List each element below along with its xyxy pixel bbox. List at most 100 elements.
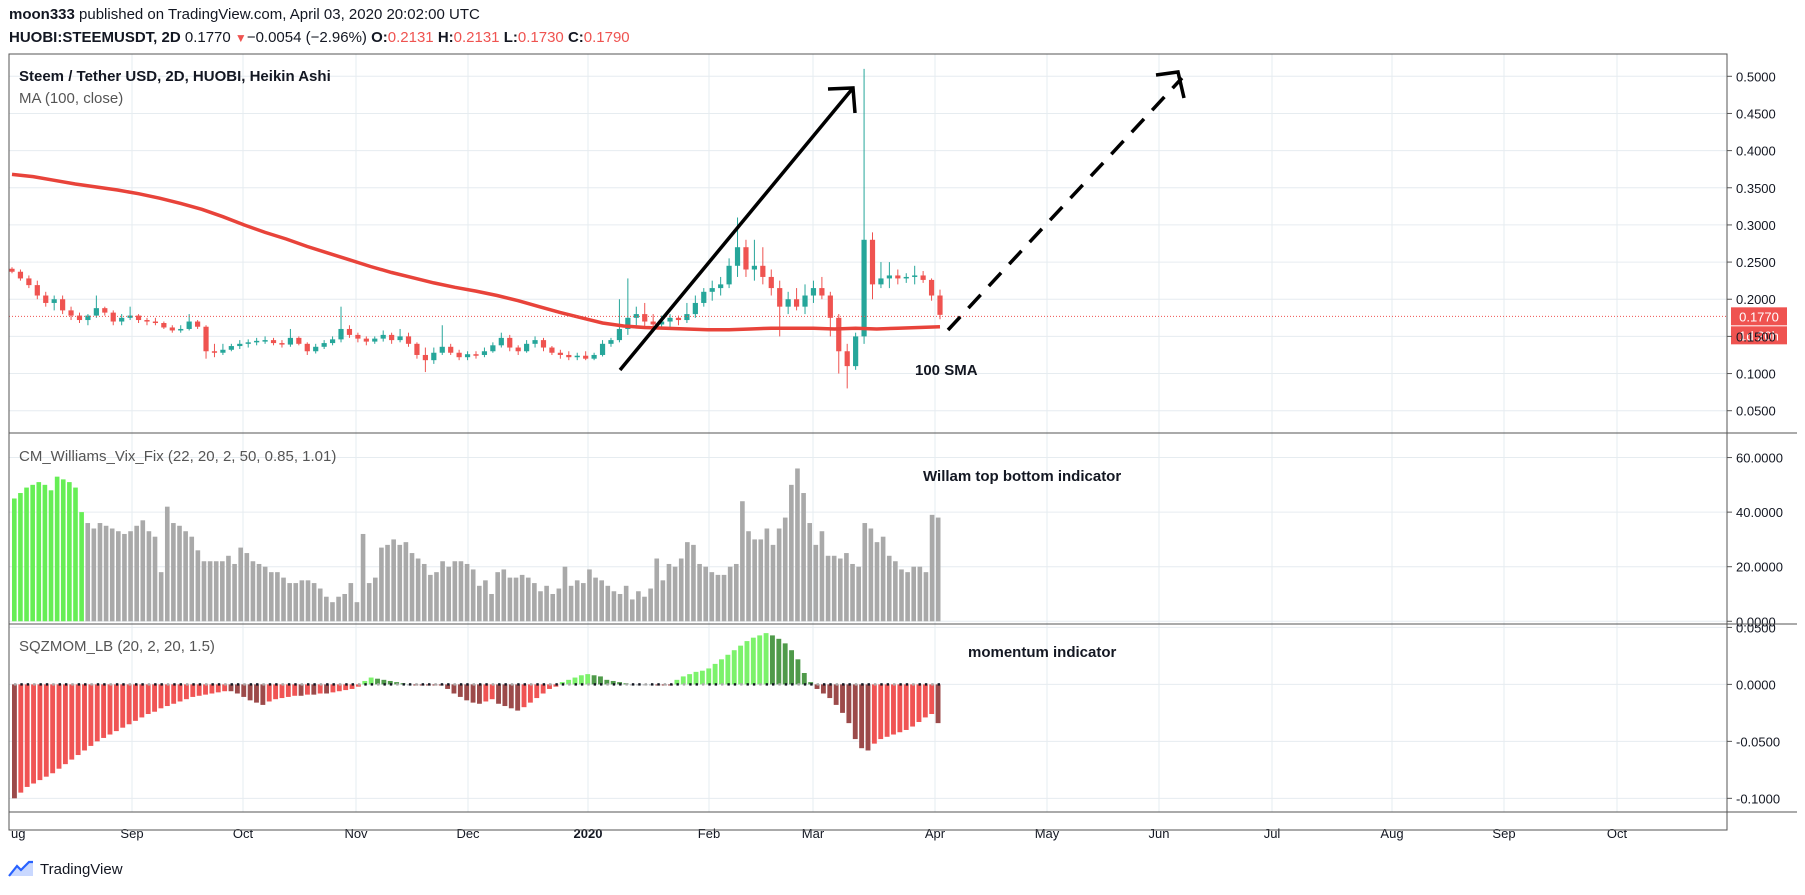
vix-bar bbox=[593, 577, 598, 622]
momentum-bar bbox=[910, 684, 916, 727]
momentum-bar bbox=[725, 654, 731, 685]
momentum-bar bbox=[133, 684, 138, 721]
squeeze-dot bbox=[243, 683, 246, 686]
x-tick-label: Jun bbox=[1149, 826, 1170, 841]
squeeze-dot bbox=[396, 683, 399, 686]
momentum-bar bbox=[534, 684, 540, 699]
candle-body bbox=[616, 328, 623, 341]
candle-body bbox=[836, 317, 842, 352]
momentum-bar bbox=[470, 684, 476, 703]
vix-bar bbox=[819, 531, 825, 622]
momentum-bar bbox=[846, 684, 852, 724]
countdown-tag-label: 1d 20h bbox=[1739, 328, 1779, 343]
vix-bar bbox=[685, 542, 690, 622]
vix-bar bbox=[379, 547, 384, 622]
vix-bar bbox=[764, 528, 770, 622]
squeeze-dot bbox=[332, 683, 335, 686]
momentum-bar bbox=[451, 684, 457, 694]
candle-body bbox=[726, 265, 732, 285]
candle-body bbox=[346, 328, 353, 335]
candle-body bbox=[667, 317, 673, 322]
momentum-pane[interactable] bbox=[12, 633, 941, 799]
squeeze-dot bbox=[472, 683, 476, 686]
momentum-bar bbox=[343, 684, 349, 691]
candle-body bbox=[659, 321, 665, 325]
vix-bar bbox=[740, 501, 745, 622]
candle-body bbox=[93, 308, 99, 316]
y-tick-label: 0.0500 bbox=[1736, 620, 1776, 635]
squeeze-dot bbox=[580, 683, 584, 686]
vix-bar bbox=[207, 561, 213, 622]
vix-bar bbox=[103, 525, 109, 622]
momentum-bar bbox=[164, 684, 170, 707]
squeeze-dot bbox=[77, 683, 81, 686]
vix-bar bbox=[837, 558, 843, 622]
momentum-bar bbox=[145, 684, 151, 715]
squeeze-dot bbox=[752, 683, 756, 686]
squeeze-dot bbox=[529, 683, 533, 686]
momentum-bar bbox=[884, 684, 890, 737]
candle-body bbox=[211, 351, 218, 353]
candle-body bbox=[355, 334, 361, 339]
squeeze-dot bbox=[287, 683, 291, 686]
squeeze-dot bbox=[600, 683, 603, 686]
vix-bar bbox=[60, 479, 66, 622]
price-pane[interactable]: 0.1770 1d 20h bbox=[9, 68, 1787, 389]
momentum-bar bbox=[527, 684, 533, 703]
momentum-indicator-label: SQZMOM_LB (20, 2, 20, 1.5) bbox=[19, 638, 215, 655]
squeeze-dot bbox=[721, 683, 724, 686]
momentum-bar bbox=[50, 684, 56, 774]
vix-bar bbox=[709, 572, 715, 622]
vix-bar bbox=[562, 566, 568, 622]
candle-body bbox=[245, 342, 251, 344]
vix-fix-pane[interactable] bbox=[12, 468, 941, 622]
candle-body bbox=[549, 347, 555, 353]
y-tick-label: 0.3000 bbox=[1736, 218, 1776, 233]
squeeze-dot bbox=[740, 683, 743, 686]
momentum-bar bbox=[827, 684, 833, 699]
momentum-bar bbox=[171, 684, 177, 704]
vix-bar bbox=[678, 558, 684, 622]
momentum-bar bbox=[234, 684, 240, 694]
squeeze-dot bbox=[886, 683, 890, 686]
y-tick-label: 0.1500 bbox=[1736, 329, 1776, 344]
projection-arrow-head bbox=[1155, 70, 1186, 99]
momentum-bar bbox=[738, 645, 744, 685]
candle-body bbox=[186, 321, 192, 329]
momentum-bar bbox=[273, 684, 279, 700]
ma-indicator-label: MA (100, close) bbox=[19, 90, 123, 107]
momentum-bar bbox=[680, 676, 686, 685]
candle-body bbox=[338, 328, 344, 340]
momentum-bar bbox=[203, 684, 208, 695]
momentum-bar bbox=[878, 684, 884, 740]
squeeze-dot bbox=[33, 683, 36, 686]
vix-bar bbox=[24, 487, 29, 622]
momentum-bar bbox=[247, 684, 253, 701]
y-tick-label: 60.0000 bbox=[1736, 451, 1783, 466]
projection-arrow-line bbox=[946, 76, 1184, 332]
vix-bar bbox=[697, 563, 702, 622]
momentum-bar bbox=[228, 684, 234, 692]
candle-body bbox=[768, 276, 774, 289]
candle-body bbox=[507, 337, 513, 348]
chart-canvas[interactable]: 0.1770 1d 20h ug Sep Oct Nov Dec 2020 Feb Mar Apr… bbox=[0, 0, 1805, 855]
low-label: L: bbox=[503, 29, 518, 46]
candle-body bbox=[760, 265, 766, 277]
momentum-bar bbox=[139, 684, 145, 718]
momentum-bar bbox=[929, 684, 935, 715]
open-value: 0.2131 bbox=[387, 29, 434, 46]
momentum-bar bbox=[871, 684, 877, 744]
squeeze-dot bbox=[306, 683, 310, 686]
vix-bar bbox=[73, 487, 78, 622]
candle-body bbox=[734, 247, 741, 266]
price-axes[interactable]: ug Sep Oct Nov Dec 2020 Feb Mar Apr May Jun Jul Aug S… bbox=[8, 53, 1797, 841]
momentum-bar bbox=[719, 659, 724, 685]
momentum-bar bbox=[903, 684, 909, 730]
vix-bar bbox=[48, 490, 54, 622]
squeeze-dot bbox=[64, 683, 68, 686]
momentum-bar bbox=[37, 684, 43, 781]
vix-bar bbox=[893, 561, 898, 622]
momentum-bar bbox=[349, 684, 355, 689]
vix-bar bbox=[538, 591, 543, 622]
y-tick-label: 0.1000 bbox=[1736, 367, 1776, 382]
